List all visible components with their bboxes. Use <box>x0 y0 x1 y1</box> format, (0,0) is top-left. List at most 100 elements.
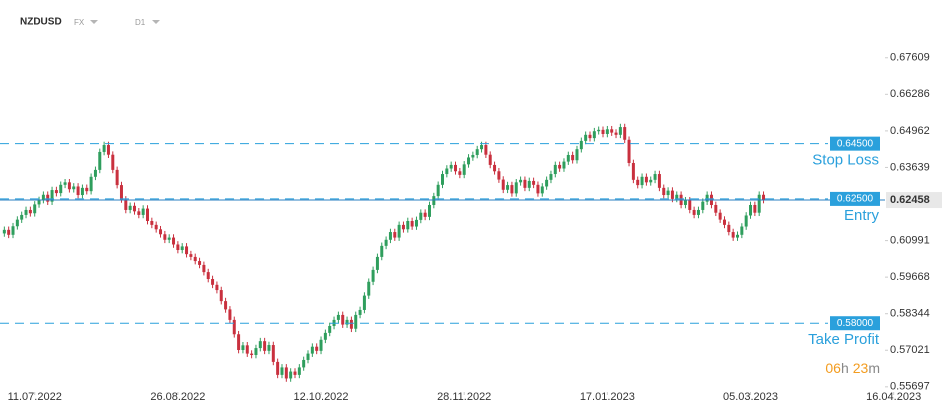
level-box <box>830 191 880 206</box>
candle-body <box>670 190 674 199</box>
candle-body <box>211 279 215 285</box>
candle-body <box>436 184 440 197</box>
overlays: 0.62458 0.64500 Stop Loss 0.62500 Entry 0.580… <box>0 136 942 348</box>
candle-body <box>132 205 136 212</box>
candle-body <box>128 205 132 210</box>
candle-body <box>618 127 622 135</box>
candle-body <box>89 176 93 192</box>
candle-body <box>423 212 427 217</box>
candle-body <box>631 162 635 180</box>
candle-body <box>575 149 579 161</box>
candle-body <box>584 134 588 141</box>
y-tick-label: 0.58344 <box>890 308 930 320</box>
candle-body <box>532 180 536 185</box>
candle-body <box>749 204 753 216</box>
candle-body <box>185 246 189 255</box>
candle-body <box>401 224 405 230</box>
candle-body <box>627 139 631 163</box>
candle-body <box>736 234 739 238</box>
countdown: 06h 23m <box>825 360 880 376</box>
candle-body <box>193 256 197 262</box>
candle-body <box>558 164 562 169</box>
level-value-label: 0.62500 <box>837 194 874 205</box>
candle-body <box>467 157 471 165</box>
candle-body <box>176 244 180 251</box>
candle-body <box>98 151 102 170</box>
candle-body <box>28 209 32 214</box>
candle-body <box>354 314 358 329</box>
candle-body <box>119 185 123 200</box>
candle-body <box>458 171 462 175</box>
y-tick-label: 0.55697 <box>890 381 930 393</box>
candle-body <box>549 174 553 180</box>
candle-body <box>406 221 410 230</box>
last-price-box <box>886 192 942 209</box>
candle-body <box>427 204 431 217</box>
candle-body <box>345 319 349 325</box>
dropdown-caret[interactable] <box>152 20 160 24</box>
candle-body <box>2 229 6 234</box>
candle-body <box>640 176 644 186</box>
symbol: NZDUSD <box>20 17 62 28</box>
market: FX <box>74 18 85 27</box>
candle-body <box>414 219 418 227</box>
countdown-hours-unit: h <box>841 360 849 376</box>
x-tick-label: 17.01.2023 <box>580 391 635 403</box>
candle-body <box>263 341 267 351</box>
candle-body <box>471 154 475 158</box>
candle-body <box>15 219 19 227</box>
candle-body <box>85 187 89 192</box>
candle-body <box>740 226 744 235</box>
level-name: Stop Loss <box>812 152 879 169</box>
candle-body <box>328 325 332 333</box>
candle-body <box>46 194 50 202</box>
candle-body <box>701 201 705 210</box>
candle-body <box>636 179 640 186</box>
candle-body <box>367 281 371 296</box>
candles <box>2 123 766 382</box>
candle-body <box>497 171 501 180</box>
candle-body <box>271 345 275 362</box>
candle-body <box>198 261 202 265</box>
candle-body <box>727 224 731 233</box>
candle-body <box>228 309 232 320</box>
candle-body <box>445 168 449 175</box>
candle-body <box>37 200 41 205</box>
candle-body <box>237 334 241 351</box>
candle-body <box>72 186 76 190</box>
candle-body <box>137 211 141 215</box>
candle-body <box>514 182 518 194</box>
timeframe: D1 <box>135 18 146 27</box>
candle-body <box>258 341 262 349</box>
candle-body <box>341 314 345 325</box>
candle-body <box>592 131 596 139</box>
candle-body <box>219 290 223 302</box>
candle-body <box>302 359 306 368</box>
candle-body <box>276 361 280 375</box>
candle-body <box>480 145 484 150</box>
candle-body <box>623 127 627 140</box>
x-tick-label: 28.11.2022 <box>437 391 491 403</box>
candle-body <box>111 154 115 170</box>
countdown-minutes: 23 <box>853 360 869 376</box>
candle-body <box>284 367 288 379</box>
candle-body <box>141 208 145 215</box>
candle-body <box>172 237 176 245</box>
candle-body <box>371 269 375 282</box>
candle-body <box>232 319 236 335</box>
candle-body <box>7 229 11 235</box>
candle-body <box>484 145 488 155</box>
candle-body <box>124 199 128 210</box>
candle-body <box>76 186 80 196</box>
candle-body <box>397 224 401 238</box>
candle-body <box>63 182 67 185</box>
candle-body <box>597 129 601 132</box>
candle-body <box>419 212 423 220</box>
last-price-label: 0.62458 <box>890 194 930 206</box>
dropdown-caret[interactable] <box>90 20 98 24</box>
candle-body <box>714 204 718 213</box>
level-box <box>830 316 880 331</box>
candle-body <box>527 180 531 188</box>
countdown-hours: 06 <box>825 360 841 376</box>
candle-body <box>666 190 670 196</box>
